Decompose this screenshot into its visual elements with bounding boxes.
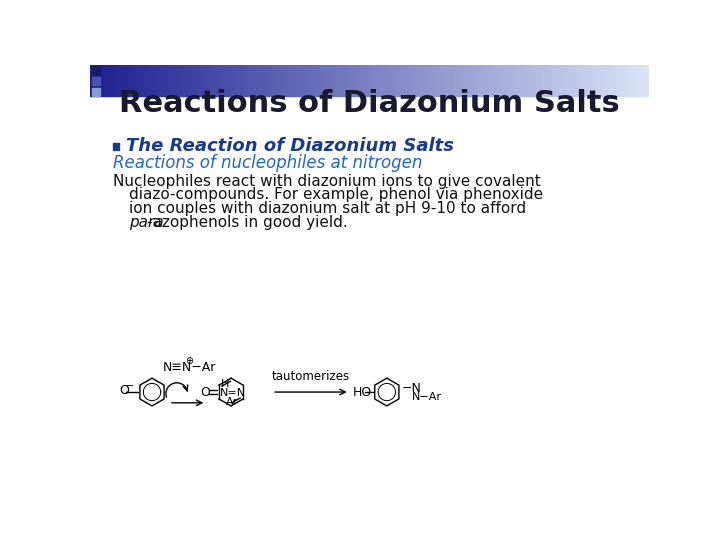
Text: tautomerizes: tautomerizes bbox=[272, 370, 350, 383]
Text: ion couples with diazonium salt at pH 9-10 to afford: ion couples with diazonium salt at pH 9-… bbox=[129, 201, 526, 217]
Text: −: − bbox=[127, 381, 135, 391]
Text: Nucleophiles react with diazonium ions to give covalent: Nucleophiles react with diazonium ions t… bbox=[113, 173, 541, 188]
Bar bbox=[92, 66, 100, 74]
Bar bbox=[113, 143, 120, 150]
Text: N−Ar: N−Ar bbox=[412, 392, 441, 402]
Text: -azophenols in good yield.: -azophenols in good yield. bbox=[147, 215, 347, 230]
Text: HO: HO bbox=[353, 386, 372, 399]
Text: The Reaction of Diazonium Salts: The Reaction of Diazonium Salts bbox=[126, 137, 454, 154]
Text: −N: −N bbox=[402, 382, 421, 395]
Text: N≡N−Ar: N≡N−Ar bbox=[163, 361, 216, 374]
Text: H: H bbox=[220, 379, 229, 389]
Text: O: O bbox=[120, 384, 130, 397]
Text: O: O bbox=[199, 386, 210, 399]
Text: Reactions of nucleophiles at nitrogen: Reactions of nucleophiles at nitrogen bbox=[113, 153, 423, 172]
Bar bbox=[92, 88, 100, 96]
Text: ⊕: ⊕ bbox=[185, 356, 193, 366]
Text: para: para bbox=[129, 215, 163, 230]
Text: diazo-compounds. For example, phenol via phenoxide: diazo-compounds. For example, phenol via… bbox=[129, 187, 543, 202]
Text: Ar: Ar bbox=[226, 397, 238, 407]
Text: Reactions of Diazonium Salts: Reactions of Diazonium Salts bbox=[119, 89, 619, 118]
Text: N=N: N=N bbox=[220, 388, 246, 398]
Bar bbox=[92, 77, 100, 85]
